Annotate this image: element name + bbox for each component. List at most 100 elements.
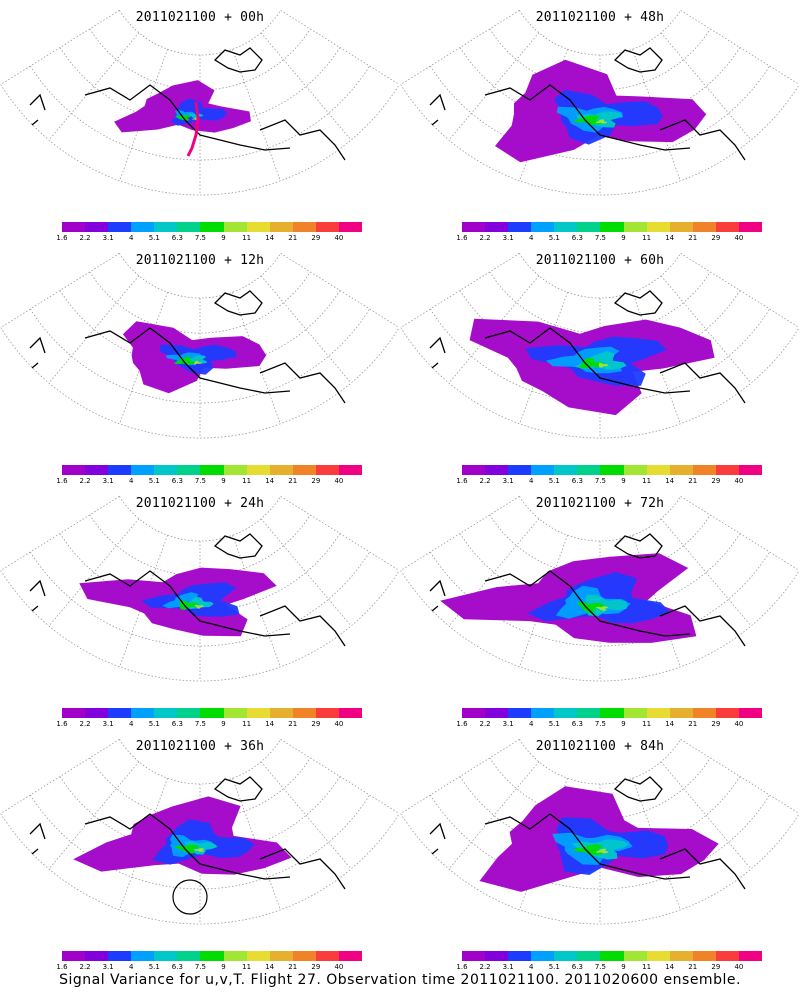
colorbar-segment: [508, 465, 532, 475]
colorbar-segment: [108, 951, 132, 961]
colorbar-label: 1.6: [456, 963, 468, 971]
colorbar-label: 6.3: [171, 234, 183, 242]
colorbar-label: 21: [688, 477, 698, 485]
colorbar-segment: [292, 708, 316, 718]
colorbar-labels: 1.6 2.2 3.1 4 5.1 6.3 7.5 9 11 14 21 29 40: [56, 234, 362, 243]
colorbar-label: 2.2: [79, 234, 91, 242]
colorbar-segment: [531, 951, 555, 961]
map-panel: 2011021100 + 48h 1.6 2.2 3.1 4 5.1 6.3 7.5 9 11 14…: [400, 0, 800, 243]
colorbar: [462, 465, 763, 475]
polar-map: [400, 739, 800, 925]
coastline: [29, 47, 346, 161]
colorbar-segment: [623, 951, 647, 961]
colorbar-segment: [554, 465, 578, 475]
coastline: [29, 290, 346, 404]
colorbar-segment: [223, 951, 247, 961]
colorbar-segment: [200, 465, 224, 475]
colorbar-segment: [577, 222, 601, 232]
colorbar-segment: [692, 951, 716, 961]
colorbar-segment: [338, 951, 363, 961]
colorbar-segment: [315, 708, 339, 718]
colorbar-segment: [246, 951, 270, 961]
colorbar-label: 29: [311, 720, 321, 728]
colorbar-labels: 1.6 2.2 3.1 4 5.1 6.3 7.5 9 11 14 21 29 40: [56, 720, 362, 729]
colorbar: [62, 951, 363, 961]
colorbar-segment: [738, 465, 763, 475]
colorbar-segment: [577, 465, 601, 475]
colorbar-label: 2.2: [79, 720, 91, 728]
colorbar: [62, 708, 363, 718]
colorbar-label: 5.1: [148, 720, 160, 728]
colorbar-segment: [292, 222, 316, 232]
colorbar-segment: [531, 708, 555, 718]
colorbar-segment: [646, 222, 670, 232]
map-panel: 2011021100 + 12h 1.6 2.2 3.1 4 5.1 6.3 7.5 9 11 14…: [0, 243, 400, 486]
map-panel: 2011021100 + 24h 1.6 2.2 3.1 4 5.1 6.3 7.5 9 11 14…: [0, 486, 400, 729]
colorbar-label: 21: [288, 720, 298, 728]
colorbar: [62, 222, 363, 232]
colorbar-segment: [600, 951, 624, 961]
variance-field: [479, 786, 719, 892]
colorbar-label: 21: [688, 720, 698, 728]
colorbar-segment: [269, 222, 293, 232]
colorbar-segment: [554, 222, 578, 232]
colorbar-label: 5.1: [548, 234, 560, 242]
colorbar: [462, 951, 763, 961]
colorbar-labels: 1.6 2.2 3.1 4 5.1 6.3 7.5 9 11 14 21 29 40: [456, 477, 762, 486]
colorbar-label: 4: [128, 963, 134, 971]
colorbar-label: 3.1: [102, 234, 114, 242]
colorbar-labels: 1.6 2.2 3.1 4 5.1 6.3 7.5 9 11 14 21 29 40: [456, 963, 762, 972]
colorbar: [462, 708, 763, 718]
colorbar-labels: 1.6 2.2 3.1 4 5.1 6.3 7.5 9 11 14 21 29 40: [456, 720, 762, 729]
colorbar-label: 14: [265, 720, 275, 728]
colorbar-segment: [646, 465, 670, 475]
polar-map: [0, 10, 400, 196]
colorbar-label: 7.5: [594, 477, 607, 485]
colorbar-segment: [62, 465, 86, 475]
colorbar-label: 11: [642, 720, 652, 728]
colorbar-label: 3.1: [102, 477, 114, 485]
panel-title: 2011021100 + 60h: [535, 253, 665, 268]
colorbar-label: 9: [221, 234, 226, 242]
colorbar-label: 3.1: [502, 234, 514, 242]
colorbar-segment: [269, 951, 293, 961]
colorbar-label: 40: [734, 234, 744, 242]
colorbar: [62, 465, 363, 475]
colorbar-label: 5.1: [148, 234, 160, 242]
colorbar-segment: [531, 222, 555, 232]
colorbar-label: 21: [688, 963, 698, 971]
colorbar-segment: [623, 708, 647, 718]
colorbar-segment: [223, 708, 247, 718]
colorbar-segment: [200, 708, 224, 718]
colorbar-segment: [85, 222, 109, 232]
colorbar-label: 14: [665, 720, 675, 728]
colorbar-label: 40: [334, 477, 344, 485]
colorbar-segment: [623, 222, 647, 232]
colorbar-label: 40: [334, 963, 344, 971]
colorbar-segment: [508, 708, 532, 718]
colorbar-segment: [315, 222, 339, 232]
colorbar-segment: [154, 951, 178, 961]
colorbar-segment: [485, 708, 509, 718]
colorbar-label: 40: [734, 477, 744, 485]
colorbar-label: 1.6: [456, 234, 468, 242]
colorbar-segment: [131, 465, 155, 475]
colorbar-segment: [462, 951, 486, 961]
coastline: [429, 776, 746, 890]
colorbar-segment: [577, 951, 601, 961]
map-panel: 2011021100 + 72h 1.6 2.2 3.1 4 5.1 6.3 7.5 9 11 14…: [400, 486, 800, 729]
colorbar-segment: [131, 222, 155, 232]
variance-field: [495, 59, 707, 163]
colorbar-segment: [315, 951, 339, 961]
colorbar-segment: [338, 708, 363, 718]
colorbar-label: 14: [665, 477, 675, 485]
variance-field: [469, 318, 715, 416]
colorbar-segment: [715, 708, 739, 718]
colorbar-segment: [531, 465, 555, 475]
colorbar-segment: [85, 951, 109, 961]
coastline: [429, 47, 746, 161]
colorbar-label: 1.6: [456, 477, 468, 485]
colorbar-label: 6.3: [571, 477, 583, 485]
colorbar-segment: [462, 465, 486, 475]
colorbar-label: 29: [311, 234, 321, 242]
